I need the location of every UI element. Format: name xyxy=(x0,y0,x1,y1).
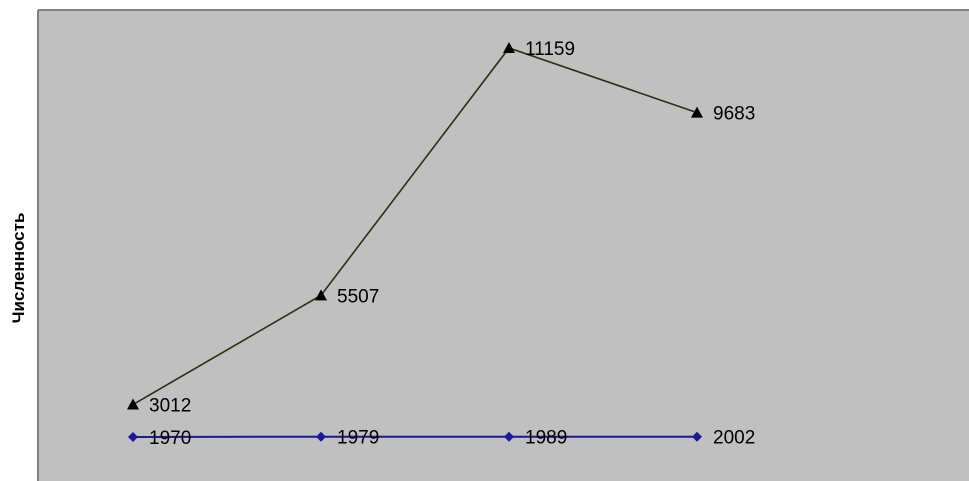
plot-area xyxy=(38,10,969,481)
series-2-data-label-2002: 2002 xyxy=(713,428,755,449)
series-2-data-label-1989: 1989 xyxy=(525,428,567,449)
series-1-data-label-1989: 11159 xyxy=(525,39,575,60)
series-1-point-2002 xyxy=(691,106,703,118)
series-1-point-1970 xyxy=(127,398,139,410)
series-2-point-2002 xyxy=(692,431,702,442)
series-2-data-label-1970: 1970 xyxy=(149,428,191,449)
series-1-data-label-2002: 9683 xyxy=(713,104,755,125)
series-2-point-1989 xyxy=(504,431,514,442)
series-1-data-label-1970: 3012 xyxy=(149,396,191,417)
series-1-line xyxy=(132,47,698,406)
series-2-data-label-1979: 1979 xyxy=(337,428,379,449)
series-layer: 3012 5507 11159 9683 1970 1979 1989 2002 xyxy=(127,39,755,449)
y-axis-label: Численность xyxy=(9,213,28,324)
series-2-point-1970 xyxy=(128,432,138,442)
series-1-point-1989 xyxy=(503,42,515,53)
series-1-data-label-1979: 5507 xyxy=(337,286,379,307)
series-2-point-1979 xyxy=(316,431,326,442)
series-1-point-1979 xyxy=(315,289,327,301)
